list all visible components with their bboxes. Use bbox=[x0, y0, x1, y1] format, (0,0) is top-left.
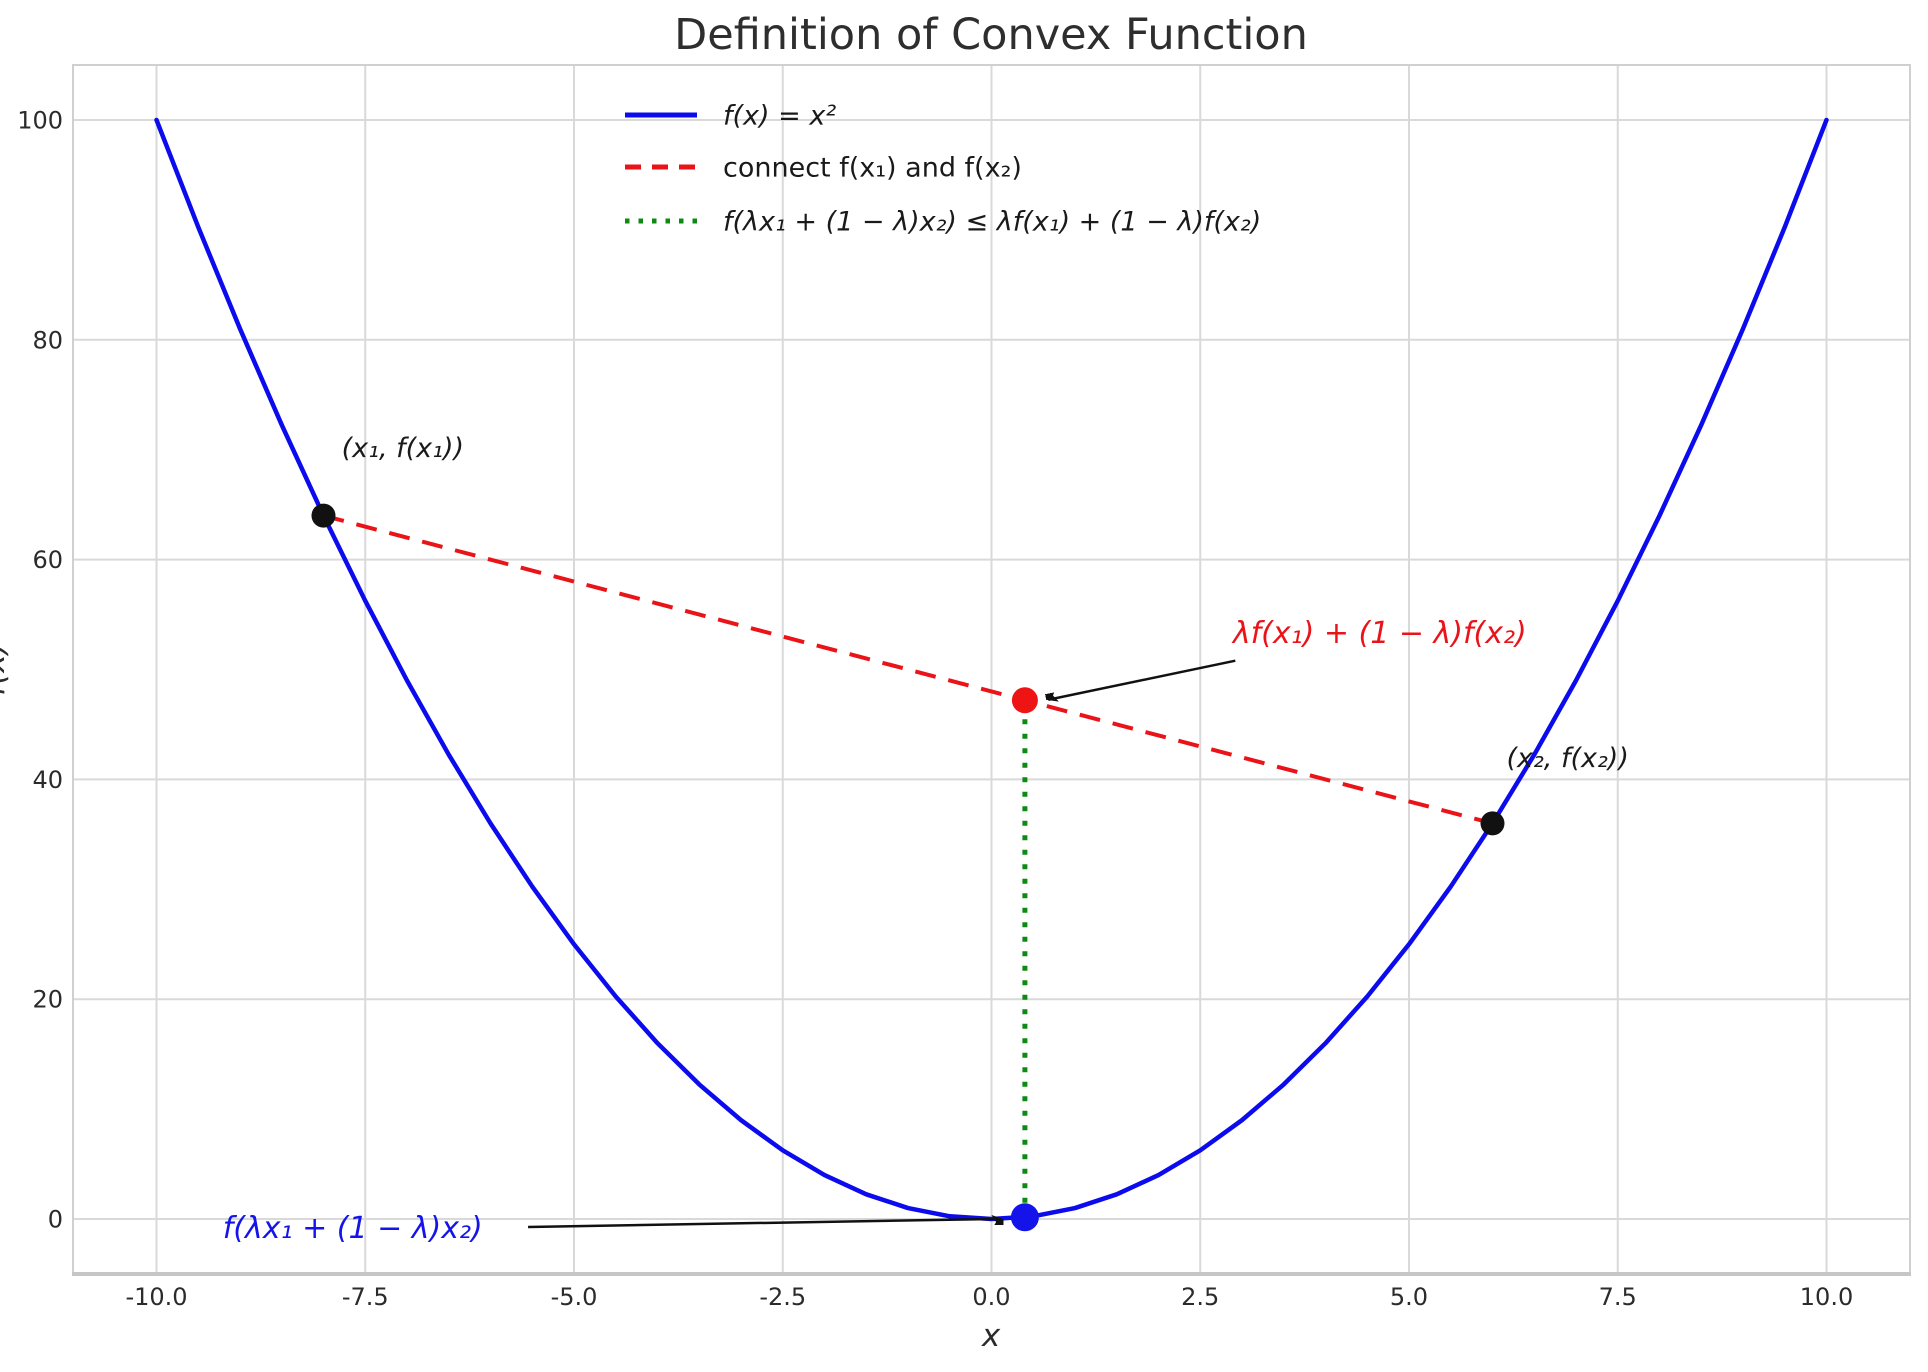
label-x1: (x₁, f(x₁)) bbox=[342, 433, 464, 464]
grid-layer bbox=[73, 65, 1910, 1274]
point-chord-value bbox=[1011, 687, 1038, 714]
label-curve-value: f(λx₁ + (1 − λ)x₂) bbox=[223, 1211, 483, 1246]
legend-label-chord-line: connect f(x₁) and f(x₂) bbox=[723, 153, 1022, 184]
legend-entry: f(x) = x² bbox=[625, 101, 836, 132]
x-tick-label: 0.0 bbox=[972, 1283, 1010, 1311]
x-tick-label: 7.5 bbox=[1599, 1283, 1637, 1311]
tick-labels-layer: -10.0 -7.5 -5.0 -2.5 0.0 2.5 5.0 7.5 10.0 0 20 40 60… bbox=[17, 106, 1853, 1311]
legend-label-convexity-gap-line: f(λx₁ + (1 − λ)x₂) ≤ λf(x₁) + (1 − λ)f(x… bbox=[723, 207, 1261, 238]
annotation-layer: (x₁, f(x₁)) (x₂, f(x₂)) λf(x₁) + (1 − λ)f(… bbox=[223, 433, 1629, 1246]
label-curve-value-arrow bbox=[528, 1219, 1001, 1229]
label-x2: (x₂, f(x₂)) bbox=[1506, 743, 1628, 774]
y-axis-label: f(x) bbox=[0, 642, 12, 695]
y-tick-label: 0 bbox=[48, 1206, 63, 1234]
legend-entry: connect f(x₁) and f(x₂) bbox=[625, 153, 1022, 184]
x-tick-label: 2.5 bbox=[1181, 1283, 1219, 1311]
y-tick-label: 100 bbox=[17, 106, 63, 134]
y-tick-label: 40 bbox=[32, 766, 63, 794]
chart-title: Definition of Convex Function bbox=[674, 10, 1308, 60]
legend-entry: f(λx₁ + (1 − λ)x₂) ≤ λf(x₁) + (1 − λ)f(x… bbox=[625, 207, 1261, 238]
x-tick-label: -10.0 bbox=[125, 1283, 187, 1311]
y-tick-label: 80 bbox=[32, 326, 63, 354]
x-tick-label: -5.0 bbox=[551, 1283, 598, 1311]
y-tick-label: 60 bbox=[32, 546, 63, 574]
x-tick-label: 5.0 bbox=[1390, 1283, 1428, 1311]
point-x2 bbox=[1480, 811, 1505, 836]
scatter-points-layer bbox=[311, 503, 1505, 1232]
x-tick-label: 10.0 bbox=[1800, 1283, 1853, 1311]
legend-label-curve-parabola: f(x) = x² bbox=[723, 101, 836, 132]
legend: f(x) = x² connect f(x₁) and f(x₂) f(λx₁ + … bbox=[625, 101, 1261, 238]
label-chord-value: λf(x₁) + (1 − λ)f(x₂) bbox=[1231, 616, 1527, 651]
point-curve-value bbox=[1010, 1203, 1039, 1232]
y-tick-label: 20 bbox=[32, 986, 63, 1014]
x-tick-label: -7.5 bbox=[342, 1283, 389, 1311]
axes-spines bbox=[72, 64, 1911, 1276]
x-tick-label: -2.5 bbox=[759, 1283, 806, 1311]
x-axis-label: x bbox=[981, 1318, 1001, 1354]
point-x1 bbox=[311, 503, 336, 528]
label-chord-value-arrow bbox=[1048, 659, 1236, 700]
chord-line bbox=[322, 513, 1494, 826]
